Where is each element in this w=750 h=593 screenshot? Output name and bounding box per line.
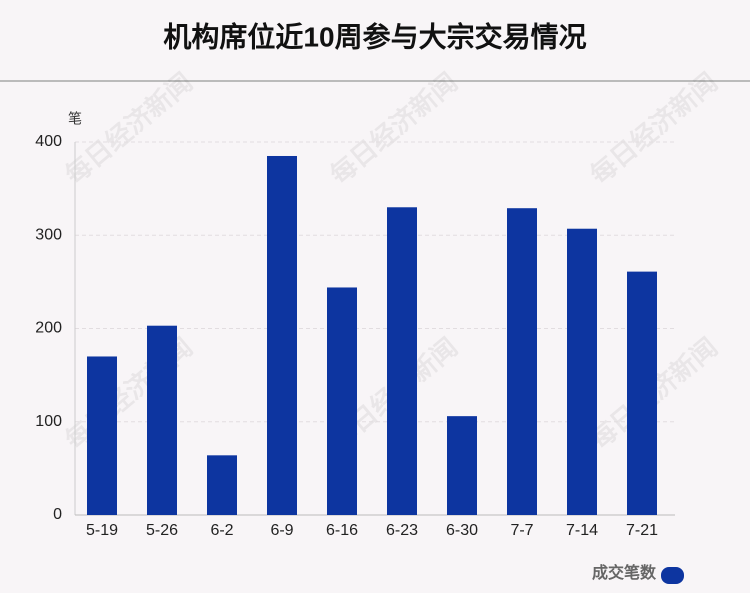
y-axis-label: 笔 <box>68 111 82 127</box>
x-tick-label: 6-16 <box>326 522 358 539</box>
legend-label: 成交笔数 <box>592 563 657 582</box>
x-tick-label: 5-26 <box>146 522 178 539</box>
y-tick-label: 300 <box>35 226 62 243</box>
x-tick-label: 6-9 <box>270 522 293 539</box>
bar <box>267 155 297 516</box>
x-tick-label: 6-2 <box>210 522 233 539</box>
x-tick-label: 6-23 <box>386 522 418 539</box>
y-tick-label: 100 <box>35 413 62 430</box>
y-tick-label: 400 <box>35 133 62 150</box>
bar <box>207 455 237 515</box>
bar <box>507 208 537 515</box>
bar <box>447 416 477 515</box>
legend-swatch <box>661 567 684 584</box>
chart-title: 机构席位近10周参与大宗交易情况 <box>163 20 586 52</box>
bar <box>387 207 417 515</box>
bar <box>327 287 357 515</box>
y-tick-label: 200 <box>35 320 62 337</box>
y-tick-label: 0 <box>53 506 62 523</box>
bar <box>87 356 117 515</box>
x-tick-label: 7-7 <box>510 522 533 539</box>
bar <box>627 271 657 515</box>
x-tick-label: 5-19 <box>86 522 118 539</box>
x-tick-label: 6-30 <box>446 522 478 539</box>
bar <box>567 228 597 515</box>
x-tick-label: 7-21 <box>626 522 658 539</box>
x-tick-label: 7-14 <box>566 522 598 539</box>
bar <box>147 325 177 515</box>
